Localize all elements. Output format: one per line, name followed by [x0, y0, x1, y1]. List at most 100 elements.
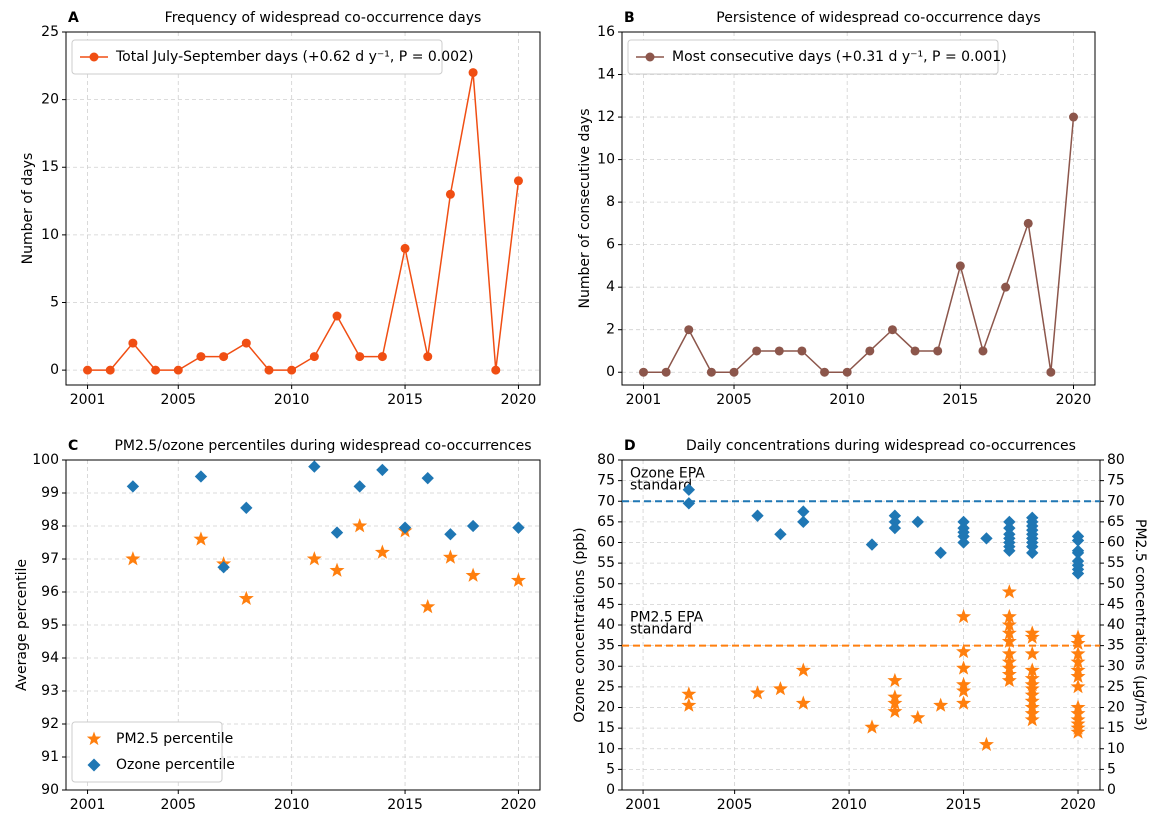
marker	[797, 515, 810, 529]
marker	[772, 681, 788, 696]
marker	[820, 367, 830, 377]
marker	[865, 538, 879, 551]
marker	[353, 480, 366, 493]
y-tick-label: 0	[50, 362, 59, 378]
marker	[444, 528, 457, 541]
legend-box	[627, 39, 999, 75]
x-tick-label: 2015	[946, 797, 982, 813]
marker	[956, 683, 972, 698]
marker	[750, 685, 766, 700]
marker	[1070, 679, 1086, 694]
y-tick-label: 35	[597, 638, 615, 654]
legend-marker	[87, 758, 101, 772]
marker	[1003, 544, 1016, 557]
marker	[513, 176, 523, 186]
marker	[1070, 635, 1086, 650]
chart-title: PM2.5/ozone percentiles during widesprea…	[114, 438, 531, 454]
marker	[887, 325, 897, 335]
marker	[957, 515, 970, 529]
marker	[887, 695, 903, 710]
marker	[934, 546, 947, 559]
marker	[911, 515, 924, 529]
y2-tick-label: 30	[1107, 658, 1125, 674]
marker	[125, 551, 141, 566]
marker	[193, 531, 209, 546]
y-tick-label: 30	[597, 658, 615, 674]
x-tick-label: 2020	[1056, 392, 1092, 408]
y-tick-label: 0	[606, 364, 615, 380]
chart-title: Daily concentrations during widespread c…	[686, 438, 1076, 454]
marker	[1001, 282, 1011, 292]
y-tick-label: 80	[597, 452, 615, 468]
y-tick-label: 20	[597, 700, 615, 716]
marker	[978, 736, 994, 751]
panel-label: C	[68, 438, 78, 454]
marker	[420, 598, 436, 614]
plot-frame	[621, 459, 1101, 791]
y-tick-label: 99	[41, 485, 59, 501]
marker	[957, 536, 970, 549]
y-tick-label: 25	[597, 679, 615, 695]
y-tick-label: 15	[597, 720, 615, 736]
x-tick-label: 2020	[1060, 797, 1096, 813]
marker	[1069, 112, 1078, 122]
marker	[105, 365, 115, 375]
marker	[287, 365, 297, 375]
chart-title: Frequency of widespread co-occurrence da…	[165, 10, 482, 26]
marker	[1001, 633, 1017, 648]
marker	[398, 521, 412, 534]
marker	[217, 561, 230, 574]
y2-tick-label: 70	[1107, 493, 1125, 509]
marker	[491, 365, 501, 375]
marker	[128, 338, 138, 348]
y2-tick-label: 45	[1107, 596, 1125, 612]
marker	[682, 483, 696, 496]
y-tick-label: 10	[597, 741, 615, 757]
reference-label: standard	[630, 477, 692, 493]
x-tick-label: 2010	[274, 392, 310, 408]
marker	[400, 243, 410, 253]
y-tick-label: 5	[50, 294, 59, 310]
y-tick-label: 100	[32, 452, 59, 468]
marker	[956, 695, 972, 710]
marker	[1001, 608, 1017, 624]
y-tick-label: 65	[597, 514, 615, 530]
reference-label: PM2.5 EPA	[630, 610, 704, 626]
x-tick-label: 2001	[70, 392, 106, 408]
legend-label: PM2.5 percentile	[116, 731, 233, 747]
y-tick-label: 91	[41, 749, 59, 765]
y-tick-label: 2	[606, 322, 615, 338]
marker	[1003, 515, 1016, 529]
marker	[1003, 521, 1016, 535]
y-tick-label: 98	[41, 518, 59, 534]
legend-label: Ozone percentile	[116, 757, 235, 773]
marker	[795, 695, 811, 710]
marker	[355, 352, 365, 362]
marker	[126, 480, 140, 493]
marker	[330, 526, 344, 539]
x-tick-label: 2001	[625, 797, 661, 813]
y2-axis-label: PM2.5 concentrations (μg/m3)	[1132, 519, 1148, 731]
marker	[151, 365, 161, 375]
marker	[865, 346, 875, 356]
y-axis-label: Ozone concentrations (ppb)	[572, 527, 588, 722]
marker	[797, 505, 810, 518]
marker	[978, 346, 988, 356]
y2-tick-label: 65	[1107, 514, 1125, 530]
y2-tick-label: 20	[1107, 700, 1125, 716]
panel-label: D	[624, 438, 636, 454]
marker	[1070, 654, 1086, 669]
plot-frame	[65, 31, 541, 386]
marker	[1071, 567, 1085, 580]
x-tick-label: 2015	[387, 392, 423, 408]
y-tick-label: 16	[597, 24, 615, 40]
marker	[1024, 662, 1040, 677]
marker	[684, 325, 694, 335]
marker	[445, 189, 455, 199]
y2-tick-label: 40	[1107, 617, 1125, 633]
marker	[1026, 540, 1039, 553]
marker	[956, 643, 972, 659]
y2-tick-label: 5	[1107, 761, 1116, 777]
y-tick-label: 10	[41, 227, 59, 243]
marker	[933, 697, 949, 712]
